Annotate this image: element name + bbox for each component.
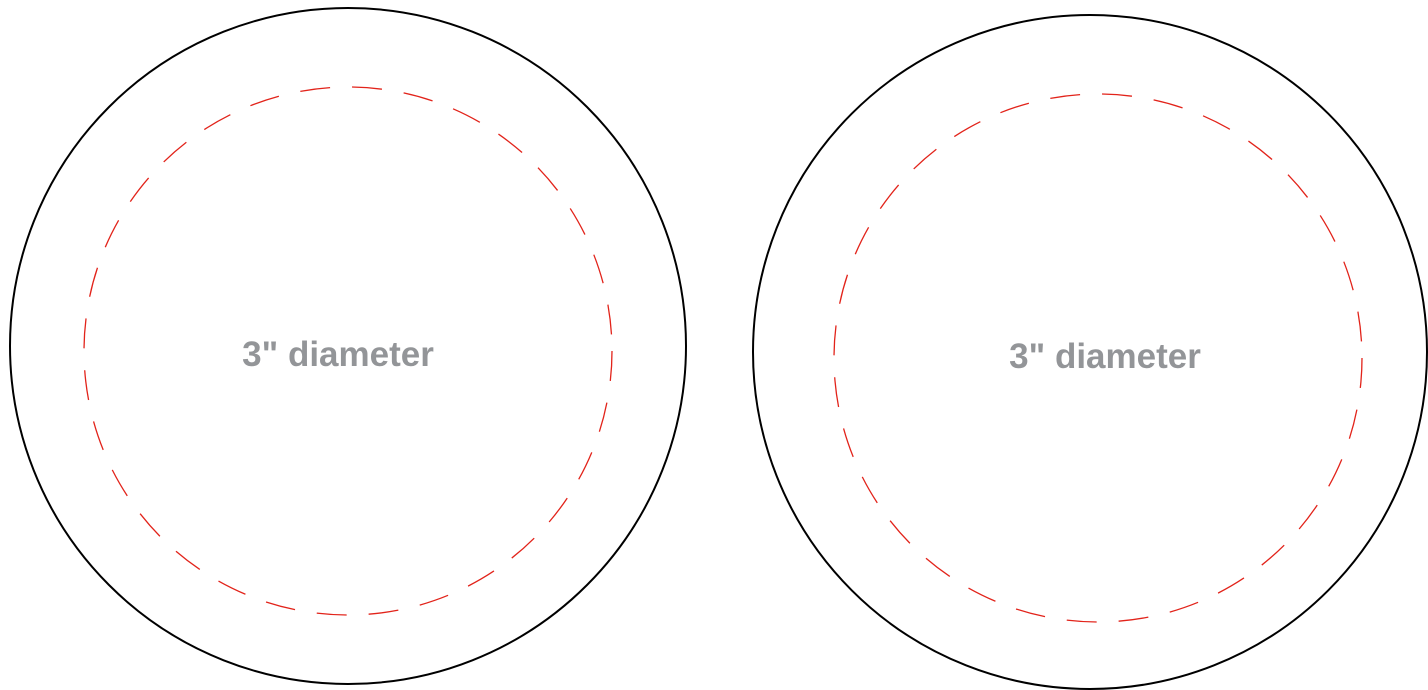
- diameter-label-2: 3" diameter: [1009, 337, 1201, 376]
- cut-line-circle-1: [9, 7, 687, 685]
- diameter-label-1: 3" diameter: [242, 335, 434, 374]
- cut-line-circle-2: [752, 14, 1428, 690]
- safe-area-circle-1: [83, 86, 613, 616]
- circle-template-2: 3" diameter: [752, 14, 1428, 690]
- circle-template-1: 3" diameter: [9, 7, 687, 685]
- safe-area-circle-2: [833, 93, 1363, 623]
